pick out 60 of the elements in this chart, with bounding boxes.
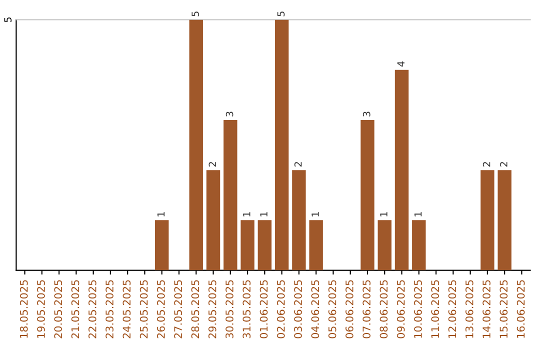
- x-tick-label: 21.05.2025: [71, 280, 80, 338]
- x-tick-label: 04.06.2025: [311, 280, 320, 338]
- x-tick-label: 19.05.2025: [37, 280, 45, 338]
- bar: [498, 170, 512, 270]
- x-tick-label: 10.06.2025: [414, 280, 422, 338]
- bar: [309, 220, 323, 270]
- data-label: 2: [294, 162, 302, 167]
- bar: [240, 220, 254, 270]
- bar: [274, 20, 289, 270]
- x-tick-label: 15.06.2025: [500, 280, 508, 338]
- data-label: 2: [500, 162, 508, 167]
- data-label: 4: [397, 61, 404, 67]
- x-tick-label: 08.06.2025: [380, 280, 388, 338]
- x-tick-label: 22.05.2025: [88, 280, 96, 338]
- x-tick-label: 07.06.2025: [362, 280, 371, 338]
- x-tick-label: 12.06.2025: [448, 280, 456, 338]
- x-tick-label: 01.06.2025: [260, 280, 268, 338]
- x-tick-label: 30.05.2025: [226, 280, 234, 338]
- x-tick-label: 14.06.2025: [482, 280, 490, 338]
- bar: [258, 220, 272, 270]
- x-tick-label: 23.05.2025: [106, 280, 114, 338]
- x-tick-label: 29.05.2025: [208, 280, 216, 338]
- bar: [292, 170, 306, 270]
- data-label: 1: [260, 212, 268, 216]
- x-tick-label: 02.06.2025: [276, 280, 285, 338]
- bar: [189, 20, 203, 270]
- x-tick-label: 05.06.2025: [328, 280, 336, 338]
- x-tick-label: 13.06.2025: [465, 280, 474, 338]
- bar: [378, 220, 392, 270]
- bar: [155, 220, 169, 270]
- data-label: 5: [277, 12, 285, 16]
- data-label: 1: [243, 212, 250, 216]
- x-tick-label: 27.05.2025: [174, 280, 182, 338]
- data-label: 3: [362, 112, 370, 116]
- x-tick-label: 09.06.2025: [396, 280, 405, 338]
- bar: [206, 170, 220, 270]
- data-label: 3: [226, 112, 234, 116]
- data-label: 2: [208, 162, 216, 167]
- x-tick-label: 28.05.2025: [191, 280, 200, 338]
- data-label: 1: [312, 212, 319, 216]
- bar: [394, 70, 409, 270]
- bar: [224, 120, 238, 270]
- x-tick-label: 26.05.2025: [157, 280, 165, 338]
- bar: [360, 120, 374, 270]
- data-label: 1: [380, 212, 388, 216]
- x-tick-label: 31.05.2025: [242, 280, 251, 338]
- data-label: 1: [157, 212, 165, 216]
- x-tick-label: 20.05.2025: [54, 280, 62, 338]
- x-tick-label: 03.06.2025: [294, 280, 302, 338]
- x-tick-label: 11.06.2025: [431, 280, 440, 338]
- bar: [480, 170, 494, 270]
- x-tick-label: 16.06.2025: [516, 280, 525, 338]
- x-tick-label: 24.05.2025: [122, 280, 131, 338]
- x-tick-label: 25.05.2025: [140, 280, 148, 338]
- data-label: 2: [482, 162, 490, 167]
- x-tick-label: 06.06.2025: [345, 280, 354, 338]
- data-label: 1: [414, 212, 422, 216]
- bar: [412, 220, 426, 270]
- x-tick-label: 18.05.2025: [20, 280, 28, 338]
- data-label: 5: [192, 12, 199, 16]
